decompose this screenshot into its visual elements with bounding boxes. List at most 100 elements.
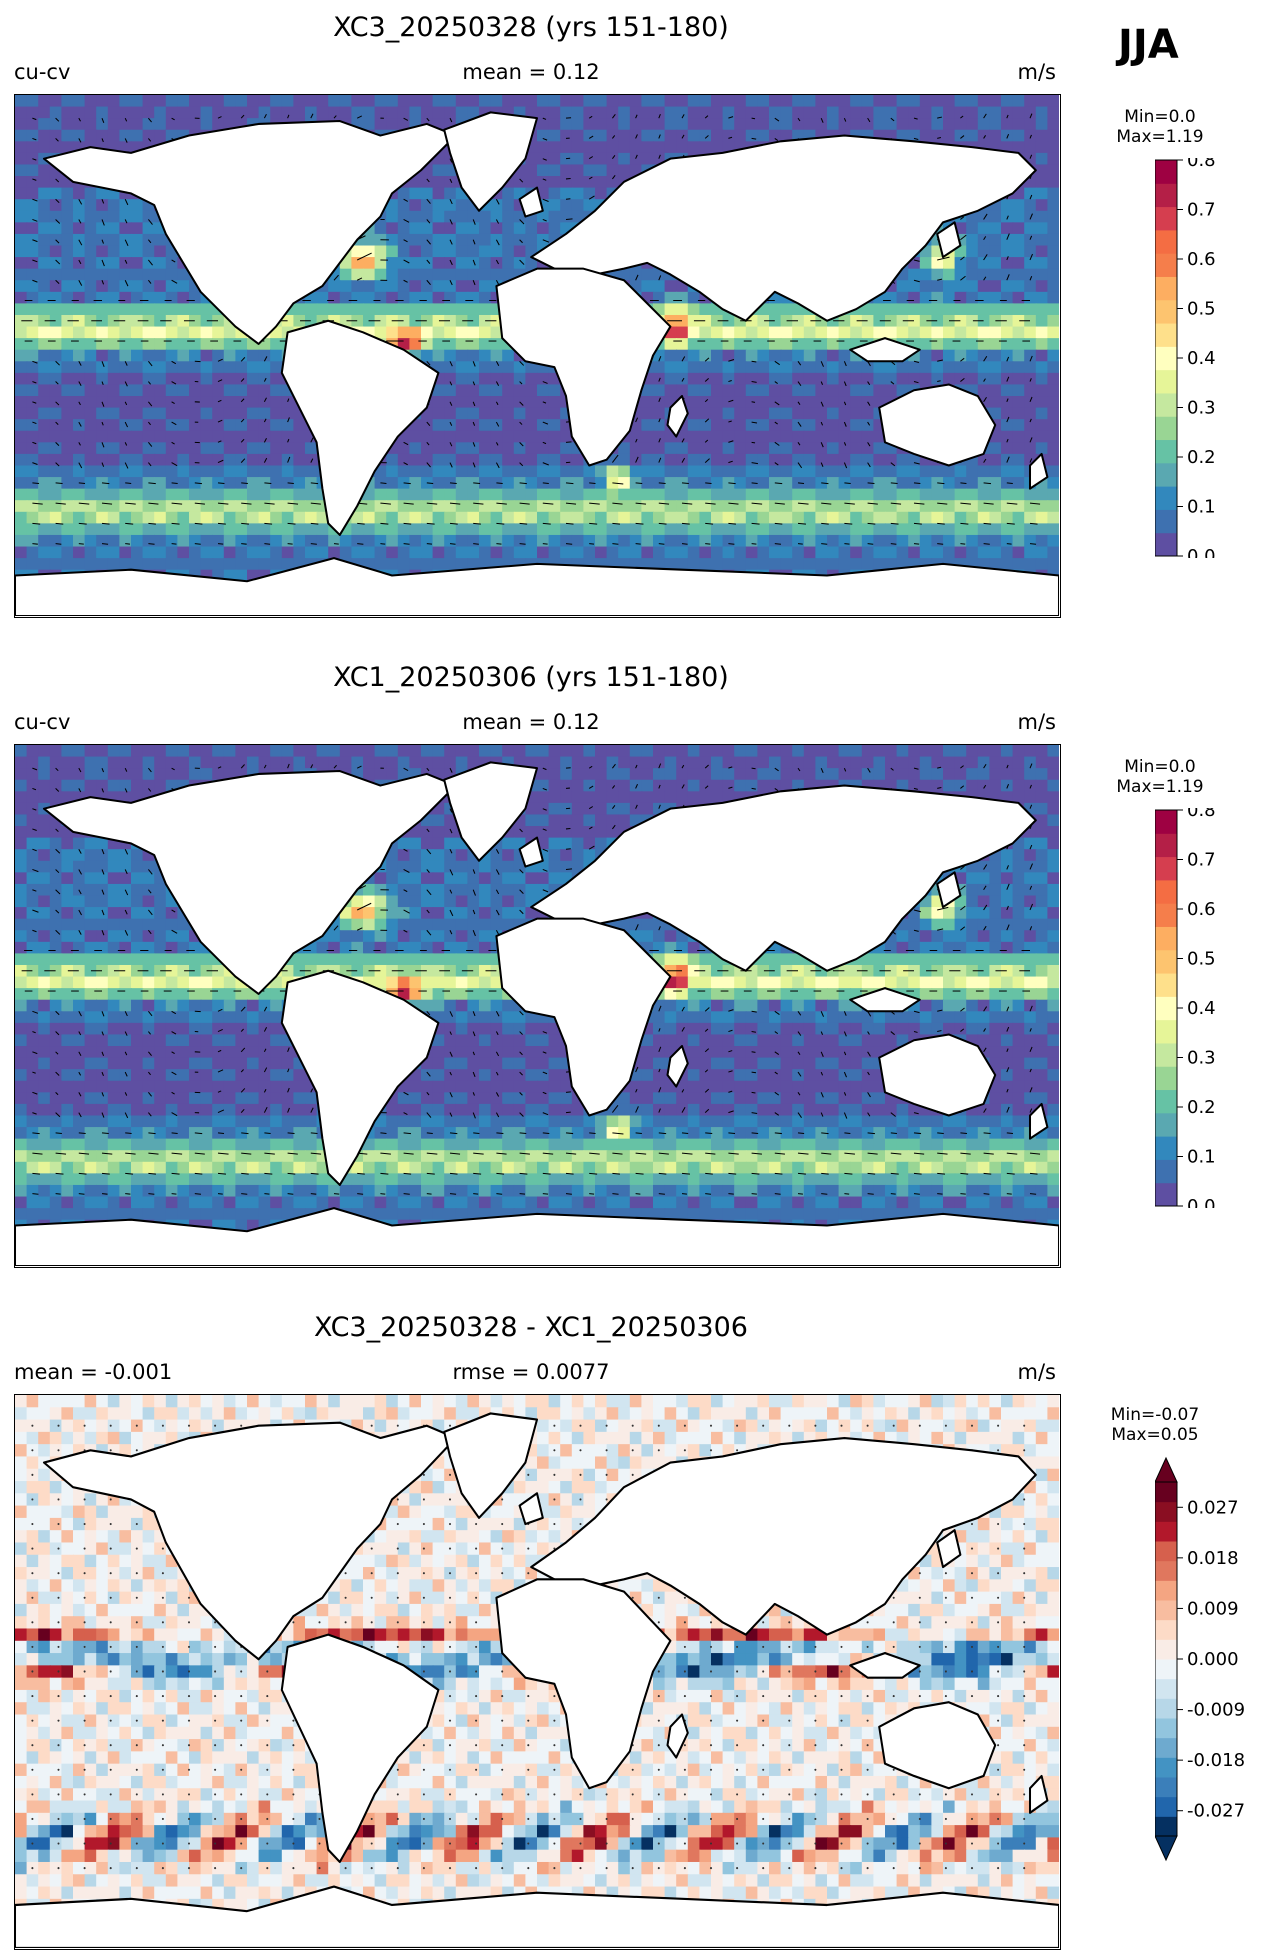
colorbar-swatch: [1155, 1816, 1177, 1836]
colorbar-swatch: [1155, 903, 1177, 927]
colorbar-swatch: [1155, 416, 1177, 440]
colorbar-swatch: [1155, 1797, 1177, 1817]
colorbar-tick-label: 0.1: [1187, 497, 1216, 518]
colorbar-swatch: [1155, 440, 1177, 464]
colorbar-tick-label: 0.4: [1187, 348, 1216, 369]
colorbar-extend-max: [1155, 1458, 1177, 1482]
panel-3-units: m/s: [1018, 1360, 1056, 1384]
colorbar-swatch: [1155, 1620, 1177, 1640]
panel-1-map: [14, 94, 1061, 618]
colorbar-swatch: [1155, 1482, 1177, 1502]
colorbar-swatch: [1155, 393, 1177, 417]
panel-3-min: Min=-0.07: [1095, 1406, 1215, 1425]
colorbar-swatch: [1155, 183, 1177, 207]
panel-1-max: Max=1.19: [1100, 128, 1220, 147]
colorbar-swatch: [1155, 276, 1177, 300]
colorbar-tick-label: -0.009: [1187, 1700, 1245, 1721]
panel-1-units: m/s: [1018, 60, 1056, 84]
panel-1-mean: mean = 0.12: [0, 60, 1062, 84]
colorbar-tick-label: 0.4: [1187, 998, 1216, 1019]
colorbar-swatch: [1155, 1020, 1177, 1044]
colorbar-swatch: [1155, 833, 1177, 857]
colorbar-swatch: [1155, 1600, 1177, 1620]
colorbar-swatch: [1155, 346, 1177, 370]
colorbar-swatch: [1155, 509, 1177, 533]
colorbar-swatch: [1155, 1757, 1177, 1777]
colorbar-swatch: [1155, 1136, 1177, 1160]
colorbar-swatch: [1155, 230, 1177, 254]
colorbar-swatch: [1155, 1183, 1177, 1207]
colorbar-swatch: [1155, 1502, 1177, 1522]
colorbar-swatch: [1155, 533, 1177, 557]
colorbar-tick-label: 0.3: [1187, 1048, 1216, 1069]
colorbar-swatch: [1155, 857, 1177, 881]
colorbar-extend-min: [1155, 1836, 1177, 1860]
panel-3-colorbar: -0.027 -0.018 -0.009 0.000 0.009 0.018 0.027: [1155, 1456, 1284, 1862]
colorbar-swatch: [1155, 1066, 1177, 1090]
colorbar-swatch: [1155, 1541, 1177, 1561]
colorbar-swatch: [1155, 973, 1177, 997]
panel-2-min: Min=0.0: [1100, 758, 1220, 777]
colorbar-swatch: [1155, 1159, 1177, 1183]
colorbar-tick-label: 0.0: [1187, 1196, 1216, 1208]
colorbar-swatch: [1155, 1659, 1177, 1679]
colorbar-swatch: [1155, 1718, 1177, 1738]
colorbar-tick-label: 0.1: [1187, 1147, 1216, 1168]
colorbar-tick-label: 0.000: [1187, 1649, 1239, 1670]
colorbar-tick-label: 0.7: [1187, 850, 1216, 871]
panel-2-max: Max=1.19: [1100, 778, 1220, 797]
colorbar-tick-label: 0.5: [1187, 299, 1216, 320]
colorbar-swatch: [1155, 950, 1177, 974]
colorbar-tick-label: 0.0: [1187, 546, 1216, 558]
colorbar-swatch: [1155, 1679, 1177, 1699]
colorbar-swatch: [1155, 300, 1177, 324]
colorbar-tick-label: 0.027: [1187, 1497, 1239, 1518]
colorbar-tick-label: 0.2: [1187, 1097, 1216, 1118]
panel-1-min: Min=0.0: [1100, 108, 1220, 127]
colorbar-swatch: [1155, 1521, 1177, 1541]
colorbar-swatch: [1155, 926, 1177, 950]
colorbar-tick-label: 0.8: [1187, 158, 1216, 171]
panel-3-title: XC3_20250328 - XC1_20250306: [0, 1312, 1062, 1343]
colorbar-swatch: [1155, 1738, 1177, 1758]
colorbar-tick-label: -0.018: [1187, 1750, 1245, 1771]
panel-2-units: m/s: [1018, 710, 1056, 734]
colorbar-swatch: [1155, 463, 1177, 487]
colorbar-tick-label: 0.6: [1187, 249, 1216, 270]
colorbar-tick-label: -0.027: [1187, 1801, 1245, 1822]
colorbar-swatch: [1155, 1113, 1177, 1137]
panel-1-title: XC3_20250328 (yrs 151-180): [0, 12, 1062, 43]
colorbar-tick-label: 0.009: [1187, 1598, 1239, 1619]
panel-2-map: [14, 744, 1061, 1268]
colorbar-swatch: [1155, 810, 1177, 834]
colorbar-swatch: [1155, 1777, 1177, 1797]
colorbar-swatch: [1155, 1043, 1177, 1067]
colorbar-tick-label: 0.3: [1187, 398, 1216, 419]
panel-2-mean: mean = 0.12: [0, 710, 1062, 734]
colorbar-tick-label: 0.5: [1187, 949, 1216, 970]
colorbar-swatch: [1155, 1561, 1177, 1581]
panel-2-colorbar: 0.0 0.1 0.2 0.3 0.4 0.5 0.6 0.7 0.8: [1155, 808, 1284, 1208]
colorbar-swatch: [1155, 323, 1177, 347]
season-label: JJA: [1118, 22, 1179, 68]
colorbar-swatch: [1155, 1698, 1177, 1718]
colorbar-swatch: [1155, 486, 1177, 510]
colorbar-tick-label: 0.2: [1187, 447, 1216, 468]
colorbar-swatch: [1155, 1580, 1177, 1600]
colorbar-swatch: [1155, 370, 1177, 394]
panel-3-map: [14, 1394, 1061, 1950]
colorbar-swatch: [1155, 1639, 1177, 1659]
panel-3-rmse: rmse = 0.0077: [0, 1360, 1062, 1384]
panel-1-colorbar: 0.0 0.1 0.2 0.3 0.4 0.5 0.6 0.7 0.8: [1155, 158, 1284, 558]
panel-3-max: Max=0.05: [1095, 1426, 1215, 1445]
colorbar-swatch: [1155, 160, 1177, 184]
colorbar-swatch: [1155, 1090, 1177, 1114]
colorbar-tick-label: 0.7: [1187, 200, 1216, 221]
colorbar-tick-label: 0.6: [1187, 899, 1216, 920]
colorbar-tick-label: 0.018: [1187, 1548, 1239, 1569]
panel-2-title: XC1_20250306 (yrs 151-180): [0, 662, 1062, 693]
colorbar-tick-label: 0.8: [1187, 808, 1216, 821]
colorbar-swatch: [1155, 253, 1177, 277]
colorbar-swatch: [1155, 880, 1177, 904]
colorbar-swatch: [1155, 207, 1177, 231]
